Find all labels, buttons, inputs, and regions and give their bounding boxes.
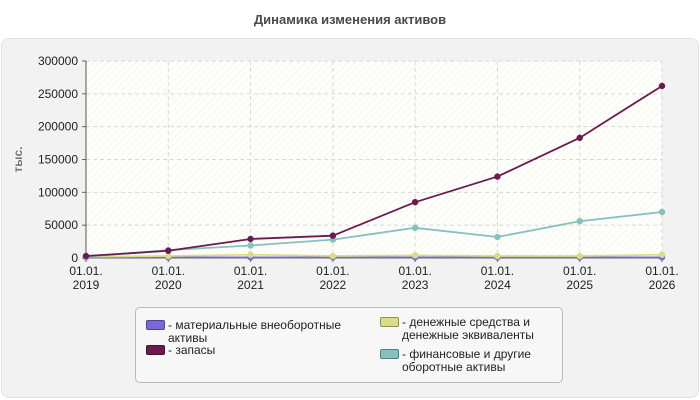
chart-title: Динамика изменения активов bbox=[253, 12, 447, 27]
x-tick-label: 01.01. 2026 bbox=[645, 264, 678, 292]
legend-label: - материальные внеоборотные активы bbox=[168, 318, 341, 345]
x-tick-label: 01.01. 2021 bbox=[234, 264, 267, 292]
y-axis-label: тыс. bbox=[11, 146, 25, 172]
legend-swatch bbox=[146, 345, 165, 355]
legend-swatch bbox=[146, 320, 165, 330]
data-point-1 bbox=[658, 82, 666, 90]
legend-swatch bbox=[380, 349, 399, 359]
data-point-1 bbox=[247, 235, 254, 243]
data-point-2 bbox=[658, 251, 666, 258]
data-point-1 bbox=[576, 134, 583, 142]
data-point-1 bbox=[165, 247, 172, 255]
y-tick-label: 300000 bbox=[38, 54, 78, 68]
legend-label: - финансовые и другие оборотные активы bbox=[402, 347, 531, 374]
data-point-3 bbox=[576, 217, 583, 225]
y-tick-label: 250000 bbox=[38, 87, 78, 101]
data-point-1 bbox=[494, 173, 501, 180]
series-line-2 bbox=[85, 253, 663, 258]
x-tick-label: 01.01. 2019 bbox=[69, 264, 102, 292]
y-tick-label: 50000 bbox=[45, 218, 79, 232]
data-point-2 bbox=[494, 252, 501, 260]
series-line-1 bbox=[85, 85, 663, 257]
data-point-3 bbox=[411, 224, 419, 232]
x-tick-label: 01.01. 2025 bbox=[563, 264, 596, 292]
legend-label: - запасы bbox=[168, 343, 216, 357]
y-tick-label: 0 bbox=[71, 251, 78, 265]
data-point-3 bbox=[247, 242, 254, 249]
data-point-2 bbox=[329, 252, 337, 260]
chart-legend: - материальные внеоборотные активы - зап… bbox=[135, 307, 563, 383]
data-point-1 bbox=[411, 198, 419, 206]
x-tick-label: 01.01. 2022 bbox=[316, 264, 349, 292]
x-tick-label: 01.01. 2020 bbox=[152, 264, 185, 292]
y-tick-label: 200000 bbox=[38, 120, 78, 134]
data-point-2 bbox=[411, 252, 419, 259]
y-tick-label: 150000 bbox=[38, 153, 78, 167]
legend-label: - денежные средства и денежные эквивален… bbox=[402, 315, 534, 342]
y-tick-label: 100000 bbox=[38, 185, 78, 199]
x-tick-label: 01.01. 2023 bbox=[398, 264, 431, 292]
x-tick-label: 01.01. 2024 bbox=[481, 264, 514, 292]
legend-swatch bbox=[380, 317, 399, 327]
data-point-3 bbox=[494, 233, 501, 241]
data-point-3 bbox=[658, 208, 666, 216]
data-point-1 bbox=[82, 252, 90, 260]
data-point-2 bbox=[576, 252, 583, 260]
data-point-1 bbox=[329, 232, 337, 239]
data-point-2 bbox=[247, 251, 254, 258]
